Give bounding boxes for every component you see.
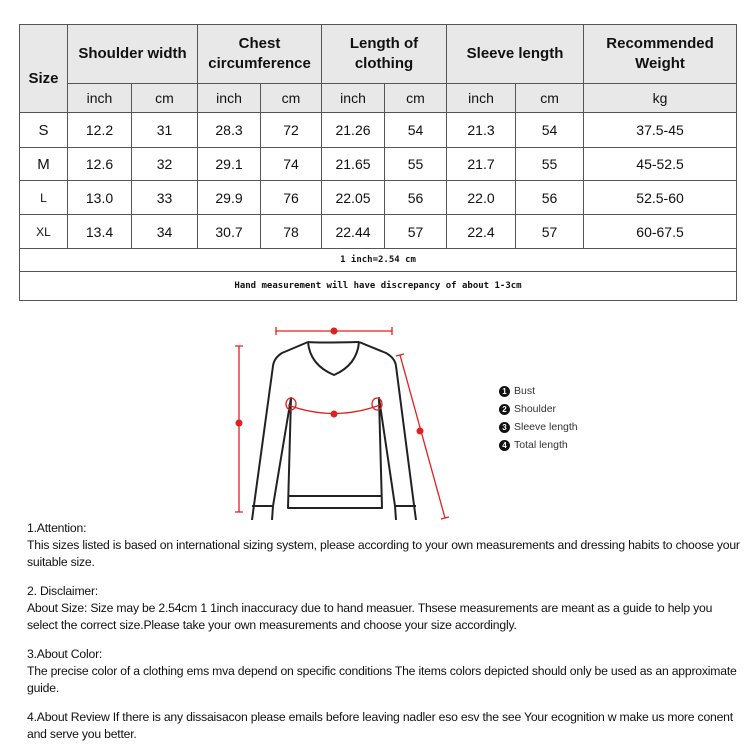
sweater-outline: [251, 341, 417, 520]
number-badge-icon: 2: [499, 403, 510, 415]
unit-cell: inch: [67, 83, 132, 113]
header-size: Size: [19, 24, 68, 113]
header-chest: Chest circumference: [197, 24, 323, 84]
table-row: L 13.0 33 29.9 76 22.05 56 22.0 56 52.5-…: [19, 180, 738, 215]
note-title: 2. Disclaimer:: [27, 584, 99, 598]
value-cell: 31: [130, 112, 199, 148]
value-cell: 78: [260, 214, 323, 249]
note-title: 1.Attention:: [27, 521, 87, 535]
value-cell: 12.6: [67, 147, 132, 181]
unit-cell: cm: [384, 83, 448, 113]
unit-cell: kg: [583, 83, 738, 113]
measure-markers: [235, 327, 424, 435]
unit-cell: inch: [197, 83, 262, 113]
unit-cell: inch: [321, 83, 386, 113]
note-body: This sizes listed is based on internatio…: [27, 538, 740, 569]
note-attention: 1.Attention: This sizes listed is based o…: [27, 520, 742, 571]
unit-cell: cm: [260, 83, 323, 113]
header-sleeve: Sleeve length: [446, 24, 585, 84]
size-cell: L: [19, 180, 68, 215]
legend-item: 1 Bust: [499, 382, 578, 400]
value-cell: 72: [260, 112, 323, 148]
value-cell: 32: [130, 147, 199, 181]
unit-cell: inch: [446, 83, 517, 113]
value-cell: 54: [515, 112, 585, 148]
value-cell: 29.9: [197, 180, 262, 215]
table-row: M 12.6 32 29.1 74 21.65 55 21.7 55 45-52…: [19, 147, 738, 181]
table-row: S 12.2 31 28.3 72 21.26 54 21.3 54 37.5-…: [19, 112, 738, 148]
note-body: 4.About Review If there is any dissaisac…: [27, 710, 733, 741]
value-cell: 37.5-45: [583, 112, 738, 148]
marker-4-icon: [235, 419, 243, 427]
note-body: The precise color of a clothing ems mva …: [27, 664, 737, 695]
value-cell: 33: [130, 180, 199, 215]
value-cell: 22.4: [446, 214, 517, 249]
header-shoulder: Shoulder width: [66, 24, 199, 84]
value-cell: 56: [384, 180, 448, 215]
value-cell: 13.4: [67, 214, 132, 249]
value-cell: 21.7: [446, 147, 517, 181]
value-cell: 55: [515, 147, 585, 181]
legend-label: Bust: [514, 385, 536, 397]
value-cell: 22.44: [321, 214, 386, 249]
notes-section: 1.Attention: This sizes listed is based o…: [27, 520, 742, 755]
legend-item: 2 Shoulder: [499, 400, 578, 418]
size-chart-table: Size Shoulder width Chest circumference …: [18, 24, 738, 301]
value-cell: 12.2: [67, 112, 132, 148]
legend-label: Sleeve length: [514, 421, 578, 433]
value-cell: 60-67.5: [583, 214, 738, 249]
sweater-diagram: [235, 327, 450, 520]
unit-cell: cm: [515, 83, 585, 113]
units-row: inch cm inch cm inch cm inch cm kg: [20, 83, 738, 113]
value-cell: 56: [515, 180, 585, 215]
value-cell: 55: [384, 147, 448, 181]
value-cell: 30.7: [197, 214, 262, 249]
value-cell: 21.3: [446, 112, 517, 148]
number-badge-icon: 1: [499, 385, 510, 397]
measure-lines: [235, 327, 450, 520]
value-cell: 28.3: [197, 112, 262, 148]
marker-3-icon: [416, 427, 424, 435]
value-cell: 54: [384, 112, 448, 148]
header-row: Size Shoulder width Chest circumference …: [19, 24, 738, 113]
value-cell: 22.05: [321, 180, 386, 215]
note-disclaimer: 2. Disclaimer: About Size: Size may be 2.…: [27, 583, 742, 634]
header-length: Length of clothing: [321, 24, 448, 84]
value-cell: 76: [260, 180, 323, 215]
legend-item: 4 Total length: [499, 436, 578, 454]
number-badge-icon: 4: [499, 439, 510, 451]
note-color: 3.About Color: The precise color of a clo…: [27, 646, 742, 697]
value-cell: 45-52.5: [583, 147, 738, 181]
note-title: 3.About Color:: [27, 647, 103, 661]
value-cell: 29.1: [197, 147, 262, 181]
measurement-row: Hand measurement will have discrepancy o…: [18, 271, 738, 301]
marker-1-icon: [330, 410, 338, 418]
legend-item: 3 Sleeve length: [499, 418, 578, 436]
marker-2-icon: [330, 327, 338, 335]
conversion-note: 1 inch=2.54 cm: [18, 248, 738, 272]
table-row: XL 13.4 34 30.7 78 22.44 57 22.4 57 60-6…: [19, 214, 738, 249]
diagram-legend: 1 Bust 2 Shoulder 3 Sleeve length 4 Total le…: [499, 382, 578, 454]
value-cell: 13.0: [67, 180, 132, 215]
value-cell: 74: [260, 147, 323, 181]
value-cell: 57: [384, 214, 448, 249]
size-cell: S: [19, 112, 68, 148]
value-cell: 57: [515, 214, 585, 249]
value-cell: 21.65: [321, 147, 386, 181]
header-weight: Recommended Weight: [583, 24, 738, 84]
note-review: 4.About Review If there is any dissaisac…: [27, 709, 742, 743]
legend-label: Total length: [514, 439, 568, 451]
legend-label: Shoulder: [514, 403, 557, 415]
number-badge-icon: 3: [499, 421, 510, 433]
value-cell: 22.0: [446, 180, 517, 215]
size-cell: XL: [19, 214, 68, 249]
size-cell: M: [19, 147, 68, 181]
value-cell: 34: [130, 214, 199, 249]
unit-cell: cm: [130, 83, 199, 113]
conversion-row: 1 inch=2.54 cm: [18, 248, 738, 272]
value-cell: 52.5-60: [583, 180, 738, 215]
measurement-note: Hand measurement will have discrepancy o…: [18, 271, 738, 301]
value-cell: 21.26: [321, 112, 386, 148]
note-body: About Size: Size may be 2.54cm 1 1inch i…: [27, 601, 713, 632]
